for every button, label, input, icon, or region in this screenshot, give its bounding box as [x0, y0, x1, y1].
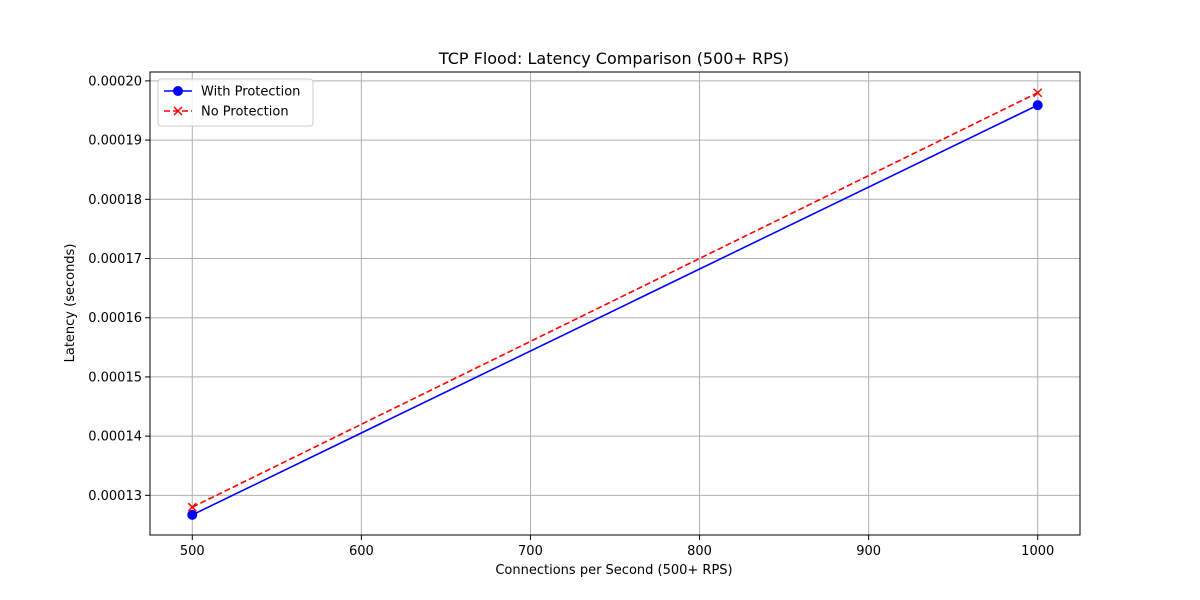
series-line-with-protection [191, 104, 1039, 516]
x-tick-label: 600 [349, 544, 374, 559]
y-tick-label: 0.00018 [88, 193, 142, 208]
legend-marker-no-protection [173, 106, 183, 116]
legend-label-with-protection: With Protection [201, 85, 300, 100]
data-point-no-protection [187, 502, 197, 512]
y-tick-label: 0.00014 [88, 430, 142, 445]
x-tick-label: 500 [180, 544, 205, 559]
legend-label-no-protection: No Protection [201, 105, 289, 120]
x-tick-label: 700 [518, 544, 543, 559]
axes: 500 600 700 800 900 1000 0.00013 0.00014 0.00015… [88, 71, 1081, 559]
y-tick-label: 0.00020 [88, 74, 142, 89]
series-with-protection [187, 100, 1043, 520]
data-point-no-protection [1033, 88, 1043, 98]
y-tick-label: 0.00016 [88, 311, 142, 326]
y-tick-label: 0.00015 [88, 370, 142, 385]
plot-frame [149, 71, 1081, 536]
data-point-with-protection [187, 509, 198, 520]
legend-marker-with-protection [173, 86, 183, 96]
grid [150, 72, 1080, 535]
x-tick-label: 1000 [1021, 544, 1054, 559]
y-axis-label: Latency (seconds) [63, 244, 78, 363]
chart-title: TCP Flood: Latency Comparison (500+ RPS) [438, 49, 789, 68]
y-tick-label: 0.00013 [88, 489, 142, 504]
legend: With Protection No Protection [157, 78, 314, 127]
series-layer [187, 88, 1043, 520]
data-point-with-protection [1032, 100, 1043, 111]
legend-box [157, 78, 314, 127]
x-tick-label: 800 [687, 544, 712, 559]
series-line-no-protection [191, 92, 1039, 508]
y-tick-label: 0.00019 [88, 134, 142, 149]
series-no-protection [187, 88, 1043, 512]
x-axis-label: Connections per Second (500+ RPS) [495, 563, 732, 578]
y-tick-label: 0.00017 [88, 252, 142, 267]
x-tick-label: 900 [856, 544, 881, 559]
